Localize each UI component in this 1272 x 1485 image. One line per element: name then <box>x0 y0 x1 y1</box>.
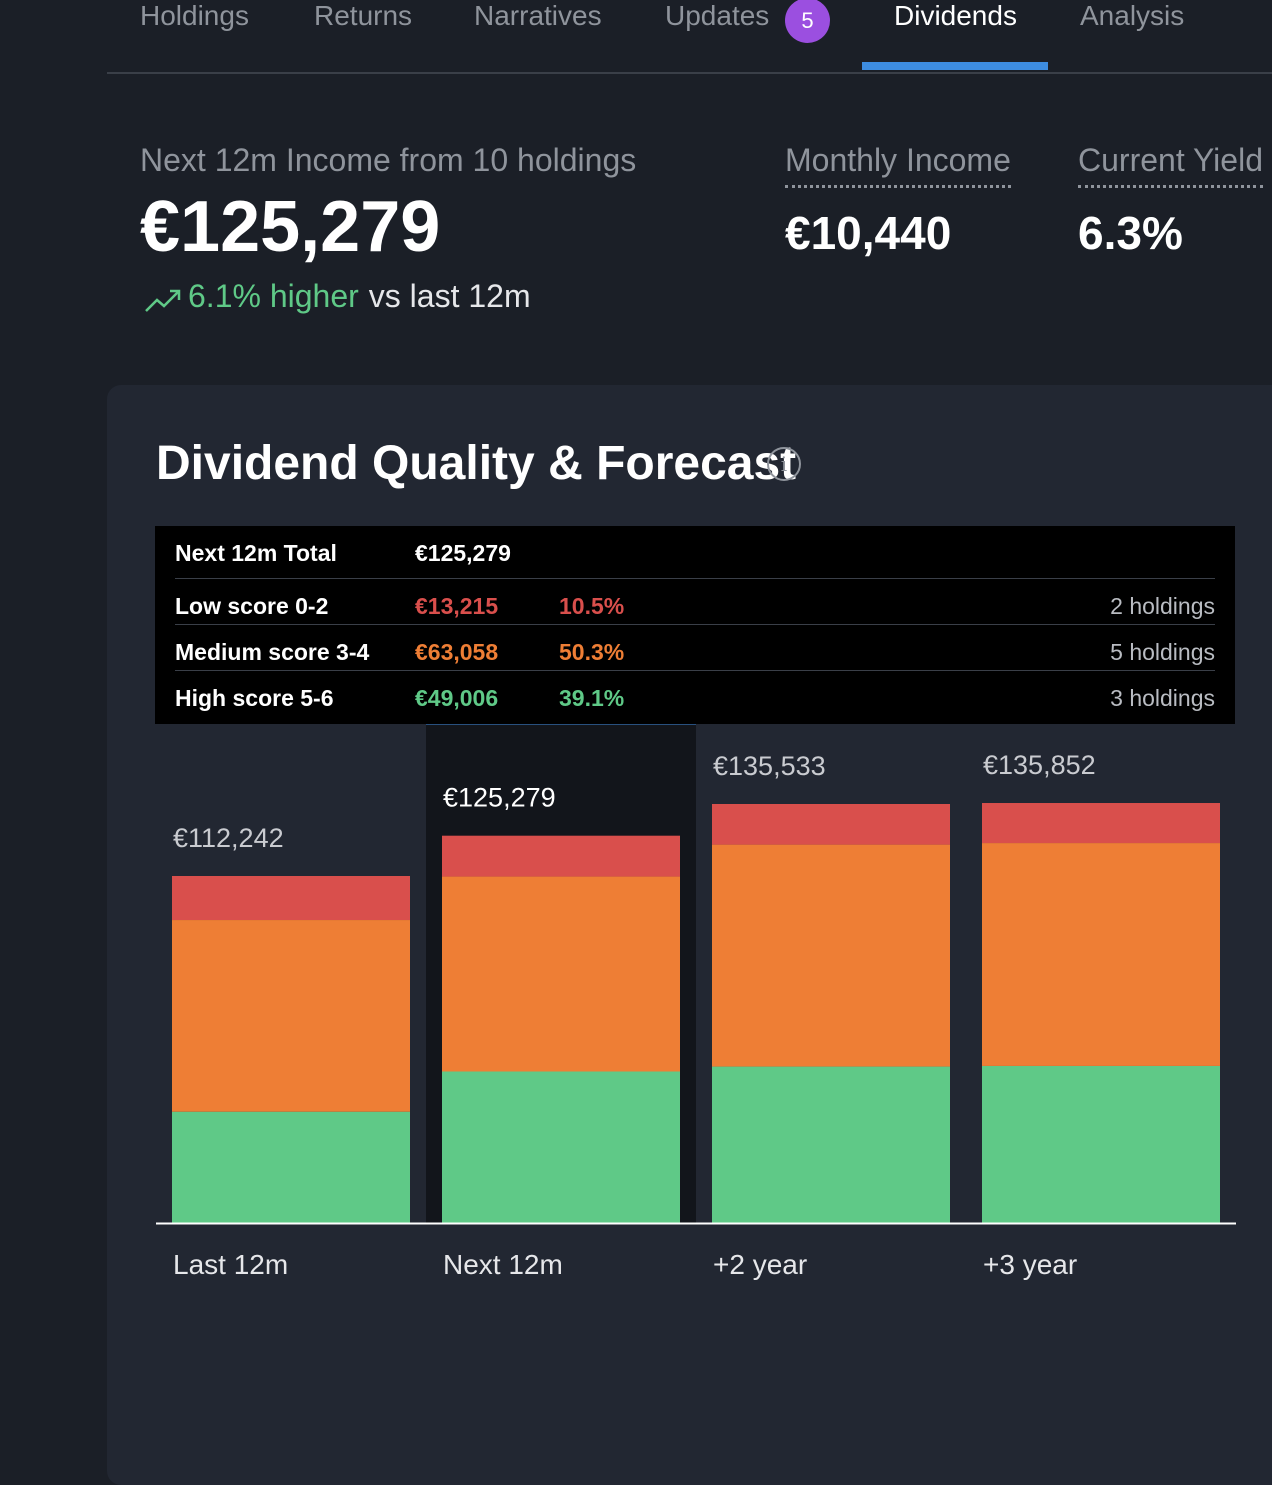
tab-narratives[interactable]: Narratives <box>474 0 602 31</box>
info-icon[interactable]: i <box>767 447 801 481</box>
tab-updates[interactable]: Updates <box>665 0 770 31</box>
category-label: Last 12m <box>173 1249 288 1280</box>
updates-count-badge: 5 <box>785 0 830 43</box>
bar-total-label: €135,533 <box>713 751 826 781</box>
trend-up-icon <box>144 284 182 312</box>
tooltip-row-amount: €63,058 <box>415 639 499 665</box>
left-rail <box>0 0 107 1446</box>
tooltip-row-high: High score 5-6 €49,006 39.1% 3 holdings <box>175 670 1215 717</box>
income-change: 6.1% higher vs last 12m <box>144 278 531 315</box>
tooltip-row-medium: Medium score 3-4 €63,058 50.3% 5 holding… <box>175 624 1215 671</box>
tooltip-row-amount: €13,215 <box>415 593 499 619</box>
tooltip-row-percent: 10.5% <box>559 593 625 619</box>
monthly-income-label[interactable]: Monthly Income <box>785 142 1011 188</box>
change-suffix: vs last 12m <box>368 278 531 314</box>
category-label: +2 year <box>713 1249 807 1280</box>
active-tab-indicator <box>862 62 1048 70</box>
tab-analysis[interactable]: Analysis <box>1080 0 1185 31</box>
bar-segment-low-plus-3-year[interactable] <box>982 803 1220 844</box>
tooltip-row-percent: 50.3% <box>559 639 625 665</box>
current-yield-label[interactable]: Current Yield <box>1078 142 1263 188</box>
tooltip-row-label: Medium score 3-4 <box>175 639 370 665</box>
bar-segment-medium-next-12m[interactable] <box>442 876 680 1072</box>
bar-segment-low-last-12m[interactable] <box>172 876 410 921</box>
tab-returns[interactable]: Returns <box>314 0 413 31</box>
current-yield-value: 6.3% <box>1078 207 1183 259</box>
tab-holdings[interactable]: Holdings <box>140 0 249 31</box>
bar-total-label: €125,279 <box>443 783 556 813</box>
tooltip-total-label: Next 12m Total <box>175 540 337 566</box>
tab-bar: Holdings Returns Narratives Updates Divi… <box>107 0 1272 74</box>
bar-total-label: €112,242 <box>173 823 284 853</box>
bar-segment-medium-plus-3-year[interactable] <box>982 843 1220 1066</box>
tooltip-row-label: High score 5-6 <box>175 685 334 711</box>
tooltip-total-row: Next 12m Total €125,279 <box>175 526 1215 572</box>
tooltip-row-amount: €49,006 <box>415 685 499 711</box>
bar-segment-high-plus-2-year[interactable] <box>712 1066 950 1223</box>
next-12m-tooltip: Next 12m Total €125,279 Low score 0-2 €1… <box>155 526 1235 724</box>
bar-segment-high-last-12m[interactable] <box>172 1111 410 1223</box>
bar-segment-high-next-12m[interactable] <box>442 1071 680 1223</box>
category-label: +3 year <box>983 1249 1077 1280</box>
tab-dividends[interactable]: Dividends <box>894 0 1017 31</box>
tooltip-row-holdings: 3 holdings <box>1110 685 1215 711</box>
dividend-forecast-chart: €112,242 Last 12m €125,279 Next 12m €135,533… <box>156 723 1236 1280</box>
tooltip-row-holdings: 2 holdings <box>1110 593 1215 619</box>
tooltip-row-holdings: 5 holdings <box>1110 639 1215 665</box>
tooltip-row-low: Low score 0-2 €13,215 10.5% 2 holdings <box>175 578 1215 625</box>
bar-segment-low-plus-2-year[interactable] <box>712 803 950 845</box>
income-label: Next 12m Income from 10 holdings <box>140 142 637 178</box>
change-percent: 6.1% higher <box>188 278 359 314</box>
income-value: €125,279 <box>140 187 441 267</box>
category-label: Next 12m <box>443 1249 563 1280</box>
bar-segment-high-plus-3-year[interactable] <box>982 1065 1220 1223</box>
monthly-income-value: €10,440 <box>785 207 952 259</box>
bar-segment-medium-plus-2-year[interactable] <box>712 844 950 1067</box>
card-title: Dividend Quality & Forecast <box>156 437 797 490</box>
tooltip-total-value: €125,279 <box>415 540 511 566</box>
bar-segment-medium-last-12m[interactable] <box>172 920 410 1112</box>
bar-total-label: €135,852 <box>983 750 1096 780</box>
tooltip-row-label: Low score 0-2 <box>175 593 329 619</box>
tooltip-row-percent: 39.1% <box>559 685 625 711</box>
bar-segment-low-next-12m[interactable] <box>442 835 680 877</box>
